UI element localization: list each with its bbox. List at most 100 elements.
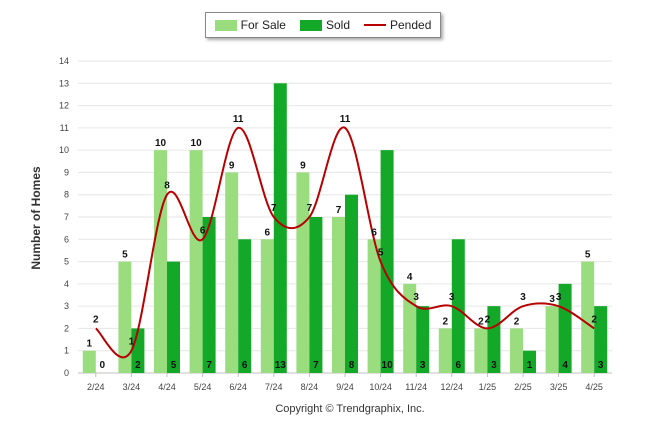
data-label-for-sale: 6 xyxy=(265,227,271,238)
bar-sold xyxy=(345,194,358,373)
x-tick-label: 10/24 xyxy=(369,382,392,392)
data-label-sold: 6 xyxy=(456,360,462,371)
legend: For Sale Sold Pended xyxy=(205,12,441,38)
data-label-pended: 3 xyxy=(520,292,526,303)
x-tick-label: 7/24 xyxy=(265,382,283,392)
data-label-for-sale: 5 xyxy=(585,250,591,261)
data-label-sold: 3 xyxy=(598,360,604,371)
line-pended xyxy=(95,126,595,359)
bar-sold xyxy=(523,350,536,373)
data-label-sold: 5 xyxy=(171,360,177,371)
data-label-sold: 1 xyxy=(527,360,533,371)
bar-for-sale xyxy=(225,172,239,373)
x-tick-label: 4/24 xyxy=(158,382,176,392)
y-tick-label: 8 xyxy=(64,190,69,200)
bar-sold xyxy=(380,150,394,373)
y-tick-label: 3 xyxy=(64,301,69,311)
bar-sold xyxy=(451,239,465,373)
bar-sold xyxy=(309,217,323,373)
data-label-sold: 7 xyxy=(313,360,319,371)
y-tick-label: 7 xyxy=(64,212,69,222)
x-tick-label: 3/25 xyxy=(550,382,568,392)
data-label-pended: 6 xyxy=(200,225,206,236)
data-label-sold: 2 xyxy=(135,360,141,371)
pended-line xyxy=(95,126,595,359)
data-label-pended: 2 xyxy=(93,314,99,325)
data-label-for-sale: 6 xyxy=(371,227,377,238)
copyright-text: Copyright © Trendgraphix, Inc. xyxy=(275,403,425,415)
legend-label-pended: Pended xyxy=(390,18,432,32)
data-label-for-sale: 2 xyxy=(443,316,449,327)
x-tick-label: 6/24 xyxy=(229,382,247,392)
data-label-pended: 1 xyxy=(129,337,135,348)
data-label-sold: 13 xyxy=(275,360,287,371)
x-tick-label: 11/24 xyxy=(405,382,427,392)
bar-for-sale xyxy=(367,239,381,373)
bar-for-sale xyxy=(581,261,595,373)
x-tick-label: 12/24 xyxy=(441,382,464,392)
data-label-pended: 8 xyxy=(164,181,170,192)
y-tick-label: 13 xyxy=(59,78,69,88)
data-label-sold: 4 xyxy=(562,360,568,371)
data-label-pended: 3 xyxy=(413,292,419,303)
x-tick-label: 5/24 xyxy=(194,382,212,392)
bar-for-sale xyxy=(438,328,452,373)
data-label-for-sale: 2 xyxy=(514,316,520,327)
bar-for-sale xyxy=(403,283,417,373)
y-tick-label: 12 xyxy=(59,101,69,111)
bar-sold xyxy=(558,283,572,373)
bar-for-sale xyxy=(189,150,203,373)
data-label-pended: 7 xyxy=(307,203,313,214)
data-label-sold: 8 xyxy=(349,360,355,371)
y-tick-label: 0 xyxy=(64,368,69,378)
legend-item-for-sale[interactable]: For Sale xyxy=(214,18,286,32)
data-label-sold: 6 xyxy=(242,360,248,371)
data-label-for-sale: 2 xyxy=(478,316,484,327)
bar-for-sale xyxy=(82,350,96,373)
data-label-for-sale: 10 xyxy=(191,138,203,149)
y-tick-label: 14 xyxy=(59,56,69,66)
legend-item-pended[interactable]: Pended xyxy=(364,18,431,32)
x-tick-label: 1/25 xyxy=(479,382,497,392)
data-label-for-sale: 1 xyxy=(87,339,93,350)
legend-item-sold[interactable]: Sold xyxy=(299,18,350,32)
y-tick-label: 1 xyxy=(64,346,69,356)
data-label-for-sale: 9 xyxy=(300,160,306,171)
data-label-for-sale: 5 xyxy=(122,250,128,261)
bar-for-sale xyxy=(332,217,345,373)
y-axis-title: Number of Homes xyxy=(29,166,43,270)
bar-sold xyxy=(594,306,608,373)
data-label-pended: 2 xyxy=(485,314,491,325)
x-tick-label: 9/24 xyxy=(336,382,354,392)
data-label-for-sale: 7 xyxy=(336,205,342,216)
bar-sold xyxy=(167,261,180,373)
bars xyxy=(82,83,608,374)
bar-for-sale xyxy=(118,261,132,373)
data-label-pended: 2 xyxy=(591,314,597,325)
legend-label-for-sale: For Sale xyxy=(240,18,286,32)
bar-for-sale xyxy=(296,172,310,373)
bar-for-sale xyxy=(545,306,559,373)
data-label-sold: 10 xyxy=(382,360,394,371)
data-label-sold: 3 xyxy=(491,360,497,371)
x-tick-label: 4/25 xyxy=(585,382,603,392)
x-tick-label: 3/24 xyxy=(123,382,141,392)
bar-for-sale xyxy=(154,150,167,373)
y-tick-label: 2 xyxy=(64,323,69,333)
legend-swatch-sold xyxy=(299,19,322,31)
y-tick-label: 4 xyxy=(64,279,69,289)
y-tick-label: 9 xyxy=(64,167,69,177)
legend-label-sold: Sold xyxy=(325,18,350,32)
data-label-pended: 11 xyxy=(233,114,244,125)
x-axis: 2/24 3/24 4/24 5/24 6/24 7/24 8/24 9/24 10/24 11/… xyxy=(87,373,603,392)
bar-sold xyxy=(273,83,287,374)
data-label-for-sale: 9 xyxy=(229,160,235,171)
data-label-pended: 7 xyxy=(271,203,277,214)
y-tick-label: 5 xyxy=(64,257,69,267)
data-label-sold: 0 xyxy=(100,360,106,371)
bar-sold xyxy=(487,306,501,373)
data-label-pended: 11 xyxy=(340,114,351,125)
bar-for-sale xyxy=(474,328,488,373)
